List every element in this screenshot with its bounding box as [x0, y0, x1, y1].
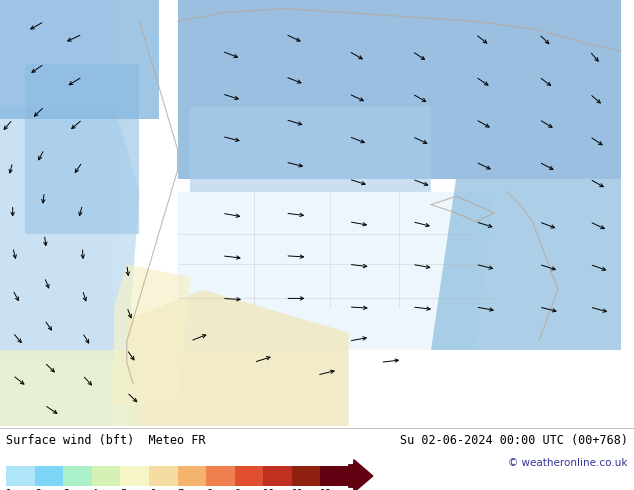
Bar [263, 466, 292, 486]
Text: 4: 4 [92, 489, 98, 490]
Bar [63, 466, 92, 486]
Text: 1: 1 [6, 489, 13, 490]
Bar [149, 466, 178, 486]
Text: 9: 9 [235, 489, 241, 490]
Text: 11: 11 [292, 489, 304, 490]
Text: 5: 5 [120, 489, 127, 490]
Text: 3: 3 [63, 489, 70, 490]
Bar [178, 466, 206, 486]
Polygon shape [0, 349, 139, 426]
Text: Surface wind (bft)  Meteo FR: Surface wind (bft) Meteo FR [6, 434, 206, 447]
Bar [292, 466, 320, 486]
Text: 8: 8 [206, 489, 212, 490]
FancyArrow shape [349, 460, 373, 490]
Polygon shape [25, 64, 139, 234]
Polygon shape [0, 107, 139, 363]
Bar [206, 466, 235, 486]
Text: 6: 6 [149, 489, 155, 490]
Bar [320, 466, 349, 486]
Bar [120, 466, 149, 486]
Text: 12: 12 [320, 489, 333, 490]
Text: 10: 10 [263, 489, 275, 490]
Bar [6, 466, 35, 486]
Polygon shape [0, 0, 158, 120]
Text: © weatheronline.co.uk: © weatheronline.co.uk [508, 458, 628, 468]
Text: 7: 7 [178, 489, 184, 490]
Text: Su 02-06-2024 00:00 UTC (00+768): Su 02-06-2024 00:00 UTC (00+768) [399, 434, 628, 447]
Bar [92, 466, 120, 486]
Bar [35, 466, 63, 486]
Polygon shape [178, 0, 621, 179]
Polygon shape [0, 0, 114, 426]
Polygon shape [114, 264, 190, 405]
Polygon shape [431, 179, 621, 349]
Polygon shape [178, 192, 495, 349]
Polygon shape [127, 290, 349, 426]
Text: 2: 2 [35, 489, 41, 490]
Polygon shape [190, 107, 431, 192]
Bar [235, 466, 263, 486]
